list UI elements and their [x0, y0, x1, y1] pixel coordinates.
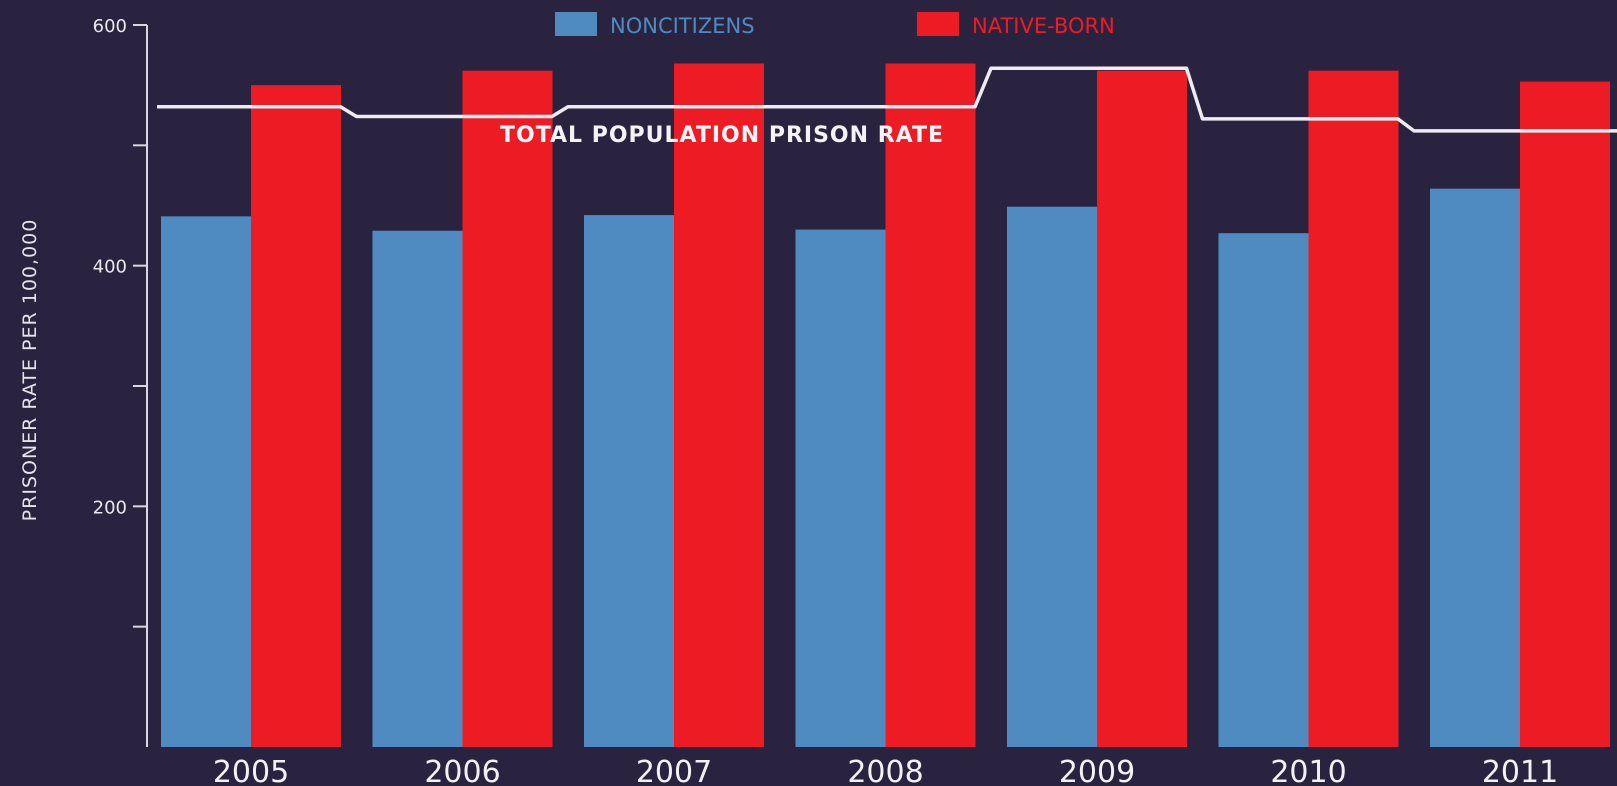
- x-tick-label: 2007: [636, 755, 712, 786]
- x-tick-label: 2009: [1059, 755, 1135, 786]
- bar-native-born-2008: [885, 63, 976, 748]
- bar-native-born-2009: [1097, 70, 1187, 747]
- legend-swatch-0: [555, 12, 597, 36]
- bar-native-born-2011: [1520, 81, 1610, 748]
- y-tick-label: 400: [93, 257, 127, 278]
- x-tick-label: 2008: [847, 755, 923, 786]
- bar-noncitizens-2011: [1430, 188, 1520, 748]
- bar-native-born-2010: [1308, 70, 1399, 747]
- bar-native-born-2005: [251, 85, 341, 747]
- bar-noncitizens-2010: [1218, 233, 1309, 748]
- total-line-label: TOTAL POPULATION PRISON RATE: [500, 123, 944, 148]
- bar-noncitizens-2005: [161, 216, 251, 747]
- bar-noncitizens-2008: [795, 229, 886, 748]
- bar-native-born-2007: [674, 63, 764, 748]
- x-tick-label: 2010: [1270, 755, 1346, 786]
- total-population-line: [157, 66, 1617, 133]
- legend-label-1: NATIVE-BORN: [972, 14, 1115, 38]
- x-tick-label: 2005: [213, 755, 289, 786]
- y-axis-label: PRISONER RATE PER 100,000: [19, 219, 41, 522]
- legend-swatch-1: [917, 12, 959, 36]
- y-tick-label: 200: [93, 497, 127, 518]
- legend: NONCITIZENS NATIVE-BORN: [555, 12, 1115, 38]
- bars: 2005 2006 2007 2008 2009 2010 2011: [161, 63, 1610, 786]
- legend-label-0: NONCITIZENS: [610, 14, 755, 38]
- bar-noncitizens-2006: [372, 230, 463, 747]
- bar-native-born-2006: [462, 70, 553, 747]
- y-tick-label: 600: [93, 16, 127, 37]
- bar-noncitizens-2007: [584, 215, 674, 748]
- axes: 200 400 600: [93, 16, 148, 747]
- bar-noncitizens-2009: [1007, 206, 1097, 747]
- x-tick-label: 2006: [424, 755, 500, 786]
- x-tick-label: 2011: [1482, 755, 1558, 786]
- total-line-group: [157, 66, 1617, 133]
